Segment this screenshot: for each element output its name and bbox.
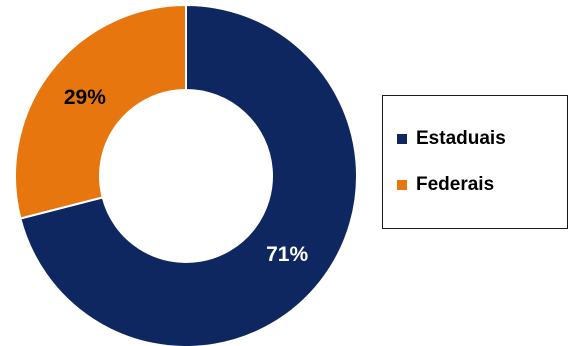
donut-slices	[14, 3, 358, 346]
data-label-estaduais: 71%	[266, 243, 308, 266]
legend-swatch-federais	[397, 180, 407, 190]
legend-item-estaduais: Estaduais	[397, 128, 567, 150]
legend-item-federais: Federais	[397, 174, 567, 196]
slice-federais	[14, 3, 187, 220]
legend-label-estaduais: Estaduais	[416, 128, 506, 149]
donut-data-labels: 71% 29%	[64, 86, 309, 266]
legend-label-federais: Federais	[416, 174, 495, 195]
chart-legend: Estaduais Federais	[382, 95, 568, 229]
legend-swatch-estaduais	[397, 134, 407, 144]
slice-estaduais	[19, 3, 358, 346]
data-label-federais: 29%	[64, 86, 106, 109]
